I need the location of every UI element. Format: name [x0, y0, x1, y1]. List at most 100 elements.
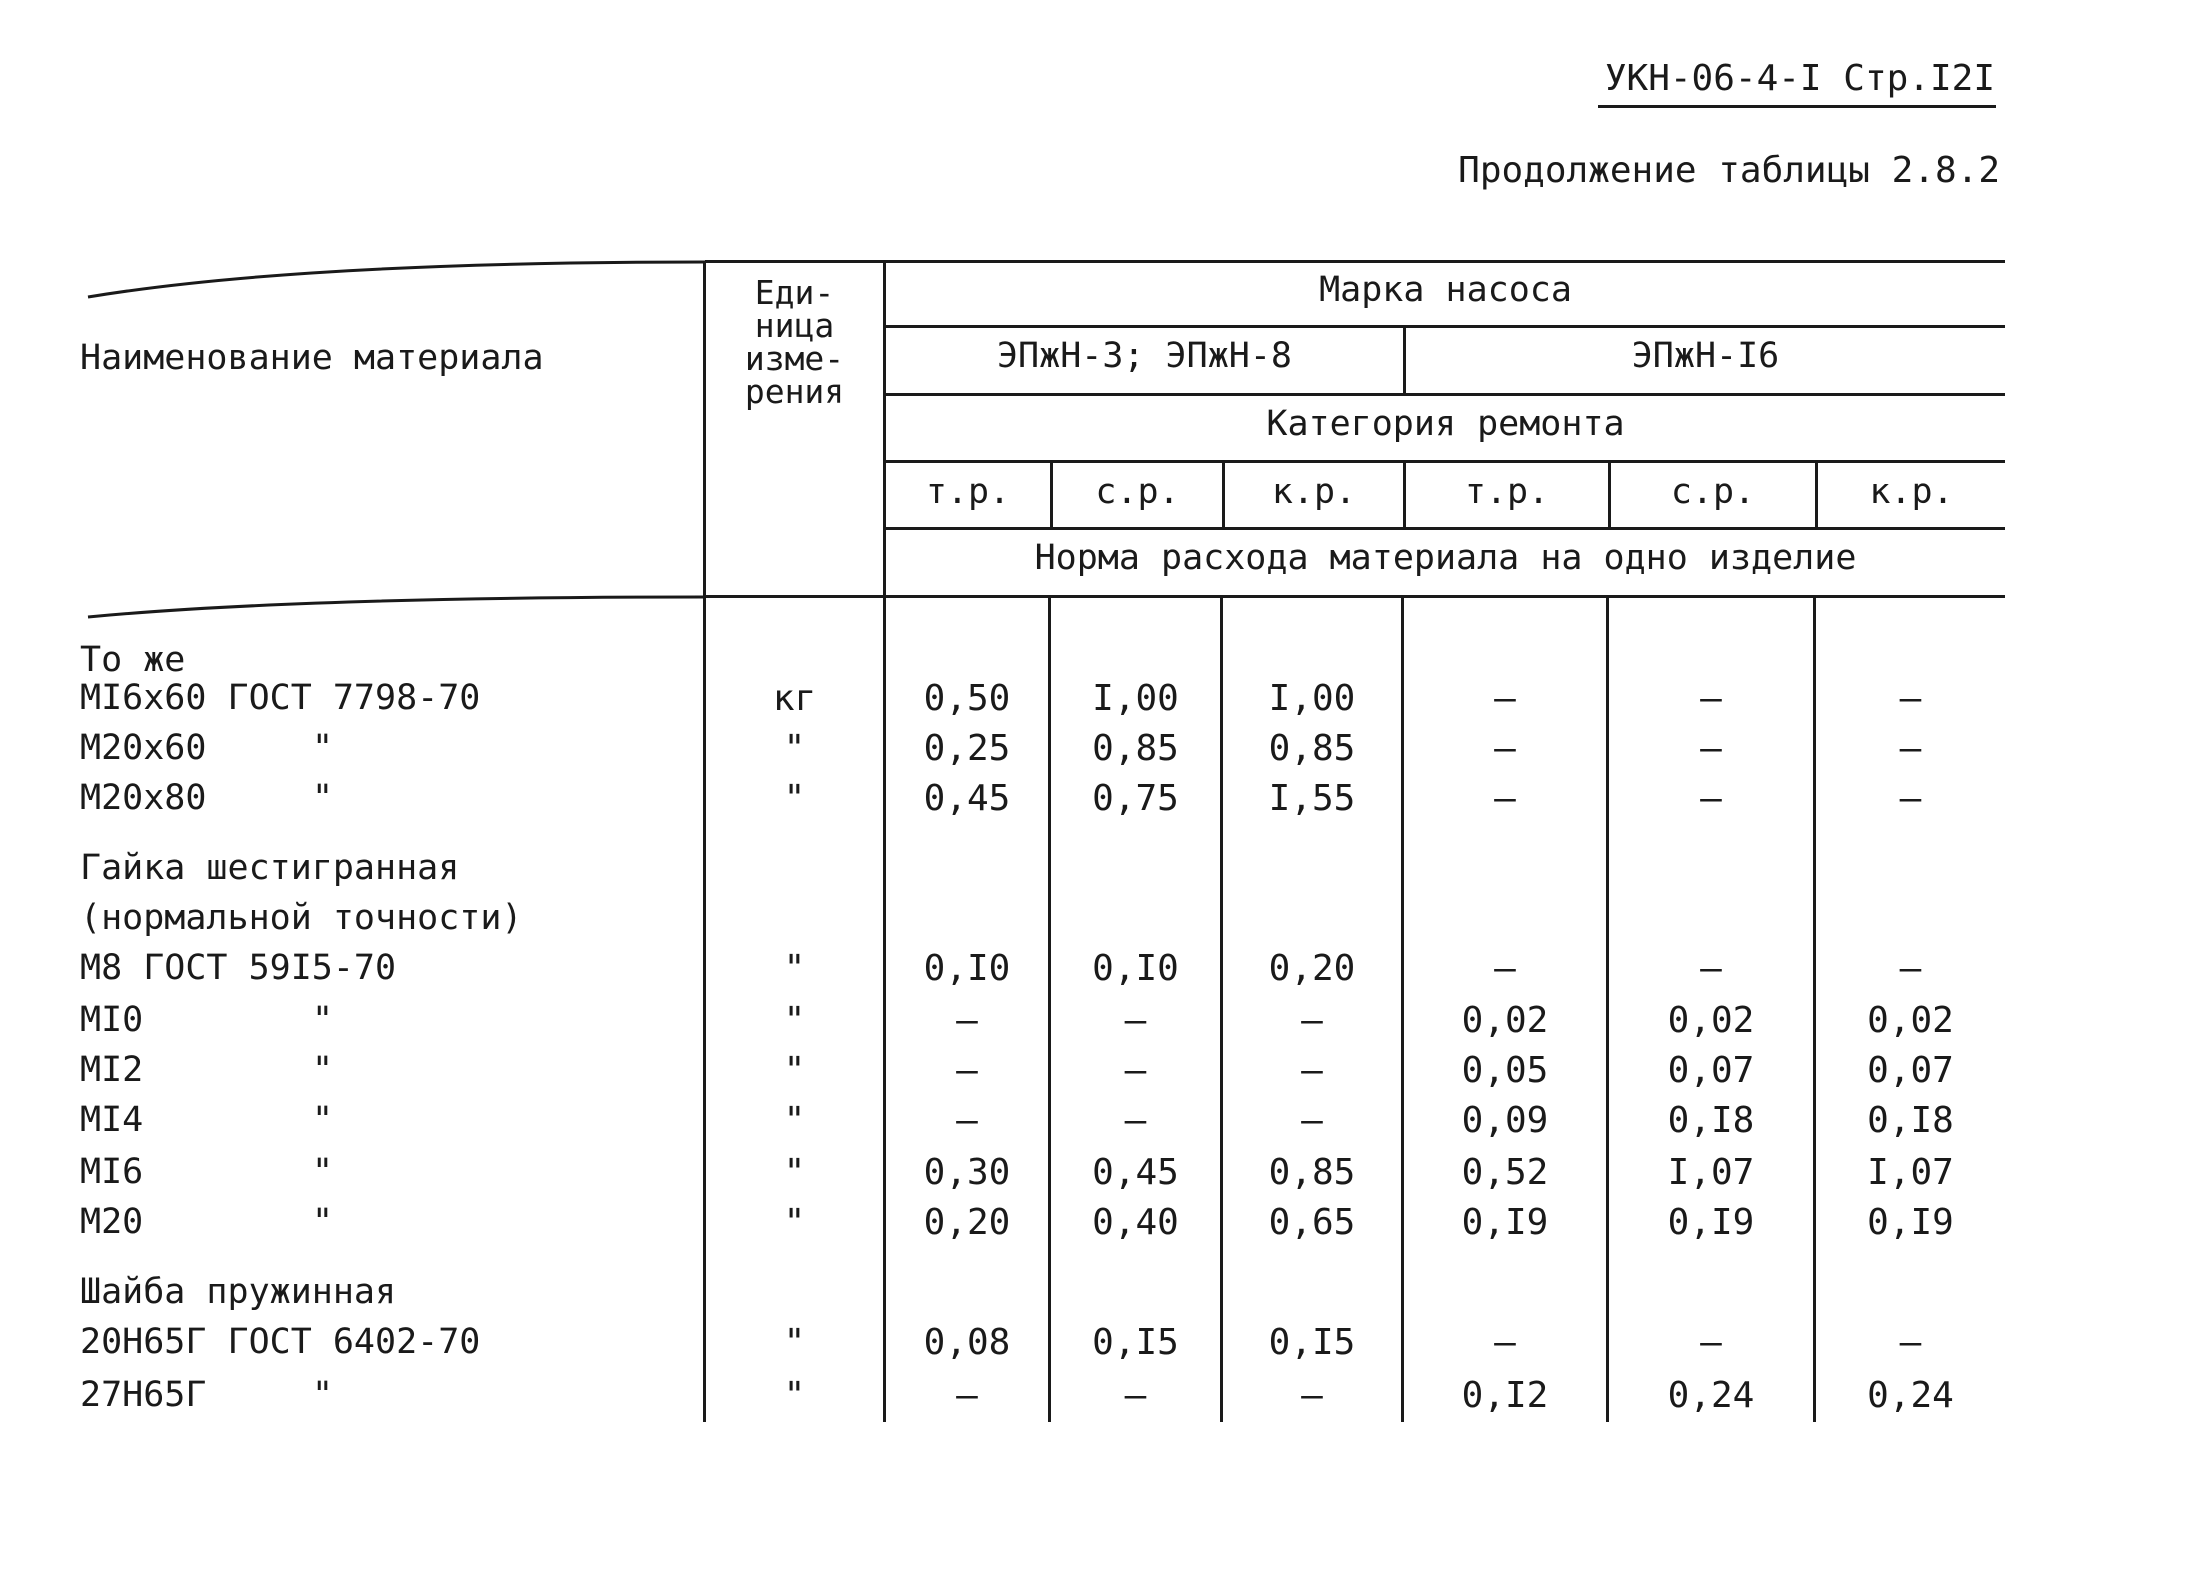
repair-type-header-2: с.р. [1095, 472, 1180, 512]
value-cell: 0,20 [1268, 948, 1356, 989]
value-cell: – [1899, 778, 1922, 819]
col-divider-3 [1401, 597, 1404, 1422]
col-divider-unit [883, 262, 886, 1422]
value-cell: – [1494, 678, 1516, 719]
hdr-divider-5 [1815, 460, 1818, 527]
unit-cell: " [783, 1322, 806, 1363]
material-name: M8 ГОСТ 59I5-70 [80, 948, 397, 988]
value-cell: 0,I8 [1667, 1100, 1755, 1141]
unit-cell: " [783, 778, 806, 819]
material-ditto-mark: " [312, 1375, 334, 1415]
value-cell: 0,65 [1268, 1202, 1356, 1243]
unit-cell: " [783, 1375, 806, 1416]
repair-category-header: Категория ремонта [1266, 404, 1625, 444]
value-cell: – [1301, 1375, 1323, 1416]
table-continuation-caption: Продолжение таблицы 2.8.2 [1458, 150, 2000, 191]
unit-cell: кг [772, 678, 817, 719]
value-cell: – [1124, 1100, 1147, 1141]
value-cell: – [1124, 1000, 1147, 1041]
value-cell: – [1494, 948, 1516, 989]
value-cell: 0,I0 [1092, 948, 1179, 989]
value-cell: 0,20 [923, 1202, 1011, 1243]
value-cell: 0,75 [1092, 778, 1179, 819]
group-rule [885, 393, 2005, 396]
unit-cell: " [783, 948, 806, 989]
value-cell: – [1700, 1322, 1722, 1363]
material-name: MI0 [80, 1000, 144, 1040]
norm-header: Норма расхода материала на одно изделие [1034, 538, 1857, 578]
value-cell: 0,85 [1268, 1152, 1356, 1193]
value-cell: 0,I2 [1461, 1375, 1549, 1416]
value-cell: 0,25 [923, 728, 1011, 769]
value-cell: 0,02 [1667, 1000, 1755, 1041]
material-ditto-mark: " [312, 778, 334, 818]
header-bottom-rule [705, 595, 2005, 598]
value-cell: 0,30 [923, 1152, 1011, 1193]
value-cell: 0,I9 [1461, 1202, 1549, 1243]
unit-cell: " [783, 1202, 806, 1243]
value-cell: – [1899, 678, 1922, 719]
value-cell: 0,45 [923, 778, 1011, 819]
value-cell: – [956, 1000, 978, 1041]
material-name: MI6x60 ГОСТ 7798-70 [80, 678, 481, 718]
repair-type-header-5: с.р. [1670, 472, 1756, 512]
value-cell: 0,I5 [1092, 1322, 1179, 1363]
value-cell: 0,52 [1461, 1152, 1549, 1193]
value-cell: – [1700, 678, 1722, 719]
value-cell: 0,I0 [923, 948, 1011, 989]
material-name: 27H65Г [80, 1375, 207, 1415]
column-header-material-name: Наименование материала [80, 338, 544, 378]
material-ditto-mark: " [312, 1000, 334, 1040]
value-cell: 0,07 [1667, 1050, 1755, 1091]
document-code: УКН-06-4-I Стр.I2I [1604, 58, 1995, 99]
value-cell: 0,24 [1867, 1375, 1954, 1416]
value-cell: 0,I9 [1667, 1202, 1755, 1243]
material-ditto-mark: " [312, 1202, 334, 1242]
material-name: Шайба пружинная [80, 1272, 397, 1312]
hdr-divider-1 [1050, 460, 1053, 527]
value-cell: – [1494, 778, 1516, 819]
repair-type-rule [885, 527, 2005, 530]
value-cell: 0,85 [1092, 728, 1179, 769]
material-name: Гайка шестигранная [80, 848, 460, 888]
value-cell: – [1494, 1322, 1516, 1363]
value-cell: 0,08 [923, 1322, 1011, 1363]
unit-cell: " [783, 1050, 806, 1091]
unit-header-line-3: изме- [744, 339, 845, 378]
repair-type-header-4: т.р. [1464, 472, 1550, 512]
header-bottom-curve-left [87, 595, 706, 619]
material-ditto-mark: " [312, 728, 334, 768]
col-divider-1 [1048, 597, 1051, 1422]
value-cell: I,55 [1268, 778, 1356, 819]
value-cell: 0,02 [1867, 1000, 1954, 1041]
value-cell: 0,05 [1461, 1050, 1549, 1091]
material-name: M20x80 [80, 778, 207, 818]
hdr-divider-2 [1222, 460, 1225, 527]
value-cell: 0,45 [1092, 1152, 1179, 1193]
repair-type-header-6: к.р. [1869, 472, 1954, 512]
value-cell: – [1700, 728, 1722, 769]
col-divider-5 [1813, 597, 1816, 1422]
material-ditto-mark: " [312, 1100, 334, 1140]
brand-rule [885, 325, 2005, 328]
value-cell: – [1899, 1322, 1922, 1363]
material-ditto-mark: " [312, 1050, 334, 1090]
unit-cell: " [783, 728, 806, 769]
material-name: 20H65Г ГОСТ 6402-70 [80, 1322, 481, 1362]
value-cell: – [1301, 1050, 1323, 1091]
value-cell: 0,07 [1867, 1050, 1954, 1091]
document-code-underline [1598, 105, 1996, 108]
value-cell: – [1124, 1050, 1147, 1091]
value-cell: I,07 [1867, 1152, 1954, 1193]
col-divider-name [703, 262, 706, 1422]
value-cell: I,00 [1268, 678, 1356, 719]
pump-brand-header: Марка насоса [1319, 270, 1572, 310]
group-divider [1403, 325, 1406, 393]
value-cell: 0,85 [1268, 728, 1356, 769]
value-cell: – [1700, 948, 1722, 989]
material-name: (нормальной точности) [80, 898, 523, 938]
value-cell: – [956, 1375, 978, 1416]
unit-header-line-1: Еди- [754, 273, 835, 312]
value-cell: 0,40 [1092, 1202, 1179, 1243]
